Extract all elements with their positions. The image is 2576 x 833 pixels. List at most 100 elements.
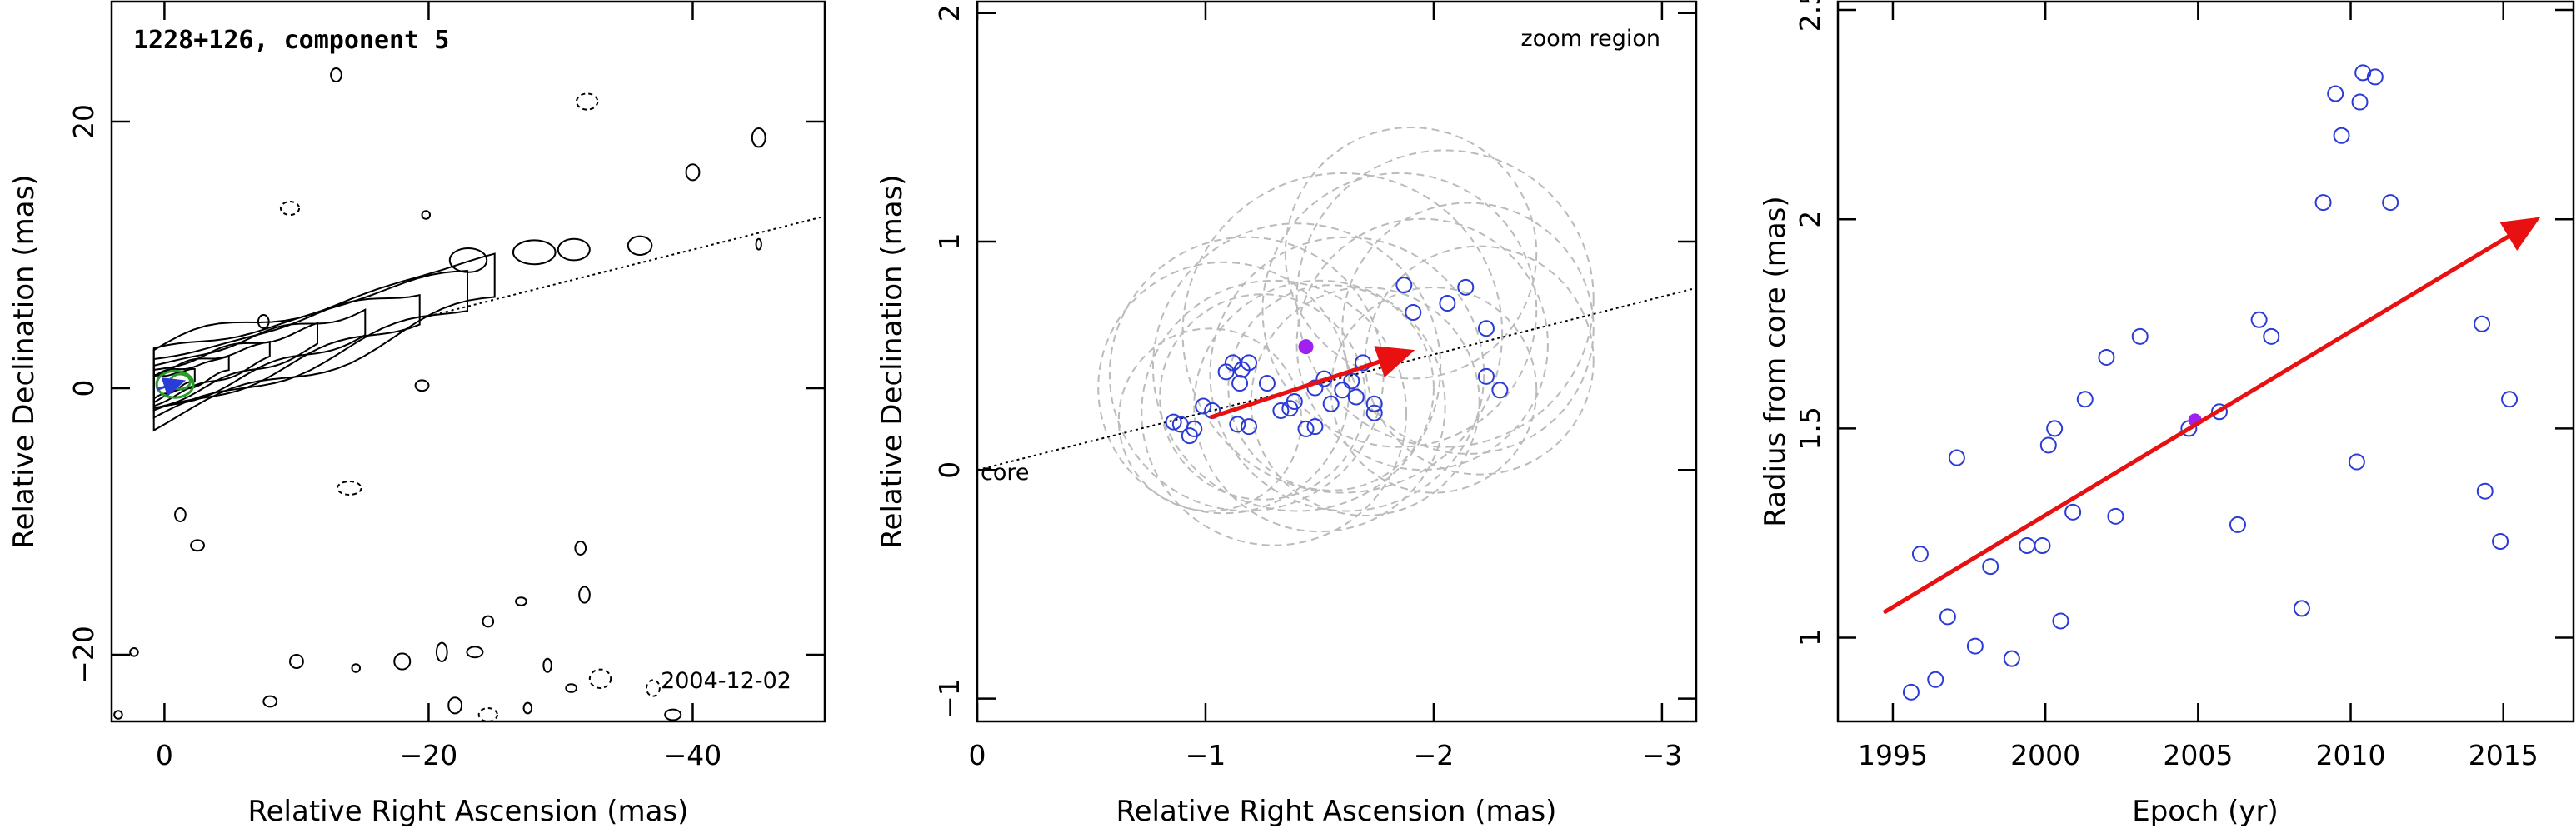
noise-contour — [262, 695, 278, 708]
jet-knot-contour — [512, 239, 557, 266]
noise-contour — [337, 481, 362, 496]
radius-data-points — [1902, 64, 2519, 701]
position-marker — [1477, 367, 1495, 385]
contour-axis-ticks: 0 −20 −40 −20 0 20 — [67, 2, 825, 771]
noise-contour — [646, 679, 661, 697]
radius-axis-ticks: 1995 2000 2005 2010 2015 1 1.5 2 2.5 — [1794, 0, 2574, 771]
zoom-region-label: zoom region — [1521, 26, 1660, 52]
jet-contour-level — [152, 270, 468, 420]
jet-contour-level — [152, 322, 318, 409]
radius-data-point — [2351, 93, 2369, 111]
radius-data-point — [1902, 683, 1920, 701]
jet-contour-level — [152, 308, 367, 410]
model-component-ellipse — [155, 369, 195, 399]
zoom-y-axis-title: Relative Declination (mas) — [876, 174, 909, 548]
noise-contour — [87, 326, 111, 339]
radius-data-point — [2131, 327, 2149, 345]
zoom-jet-axis-line — [977, 287, 1696, 471]
position-marker — [1322, 395, 1340, 412]
radius-data-point — [1911, 546, 1929, 563]
position-marker — [1395, 277, 1413, 294]
contour-map-title: 1228+126, component 5 — [133, 26, 449, 55]
noise-contour — [330, 67, 342, 82]
noise-contour — [477, 707, 498, 721]
position-marker — [1306, 379, 1324, 397]
noise-contour — [565, 683, 577, 693]
noise-contour — [393, 652, 412, 671]
radius-data-point — [2076, 391, 2094, 408]
uncertainty-circle — [1193, 279, 1446, 533]
jet-contours — [152, 235, 653, 432]
position-marker — [1457, 278, 1475, 296]
contour-plot-area — [87, 67, 825, 721]
radius-y-tick-label: 1.5 — [1794, 407, 1826, 450]
radius-fit-arrow — [1882, 217, 2541, 615]
noise-contour — [190, 539, 205, 552]
radius-data-point — [1966, 637, 1984, 655]
radius-data-point — [2052, 612, 2069, 630]
uncertainty-circle — [1117, 327, 1303, 512]
contour-y-tick-label: 20 — [67, 104, 100, 139]
zoom-x-tick-label: −2 — [1414, 739, 1455, 771]
uncertainty-circle — [1284, 127, 1538, 380]
zoom-x-tick-label: −3 — [1642, 739, 1683, 771]
radius-data-point — [2333, 127, 2350, 144]
contour-plot-frame — [110, 0, 826, 723]
zoom-position-markers — [1165, 277, 1509, 445]
position-marker — [1186, 420, 1203, 437]
position-marker — [1491, 382, 1509, 399]
zoom-plot-area — [977, 127, 1696, 546]
component-direction-arrow — [156, 377, 187, 397]
radius-y-tick-label: 2.5 — [1794, 0, 1826, 32]
position-marker — [1286, 393, 1303, 410]
radius-data-point — [2229, 516, 2246, 533]
position-marker — [1272, 402, 1290, 419]
noise-contour — [522, 701, 533, 715]
radius-data-point — [2064, 503, 2082, 521]
jet-knot-contour — [448, 247, 488, 273]
position-marker — [1165, 413, 1182, 431]
radius-y-axis-title: Radius from core (mas) — [1759, 196, 1792, 526]
radius-x-tick-label: 2005 — [2163, 739, 2233, 771]
radius-data-point — [2348, 453, 2365, 471]
radius-data-point — [2314, 194, 2332, 212]
position-marker — [1365, 404, 1383, 421]
noise-contour — [575, 92, 599, 111]
radius-x-tick-label: 2010 — [2316, 739, 2386, 771]
uncertainty-circle — [1341, 202, 1595, 455]
jet-contour-level — [152, 293, 421, 412]
noise-contour — [588, 668, 612, 689]
position-marker — [1241, 354, 1258, 372]
uncertainty-circle — [1250, 287, 1480, 516]
radius-data-point — [2019, 537, 2036, 555]
uncertainty-circle — [1295, 217, 1549, 471]
radius-data-point — [2034, 537, 2051, 555]
noise-contour — [466, 646, 484, 659]
position-marker — [1297, 420, 1315, 437]
zoom-velocity-arrow — [1209, 346, 1415, 420]
zoom-x-tick-label: −1 — [1186, 739, 1226, 771]
position-marker — [1334, 382, 1351, 399]
jet-knot-contour — [627, 235, 653, 256]
noise-contour — [257, 314, 270, 329]
radius-data-point — [2039, 436, 2057, 454]
position-marker — [1439, 295, 1456, 312]
noise-contour — [755, 237, 762, 251]
zoom-y-tick-label: 1 — [933, 233, 966, 251]
contour-x-axis-title: Relative Right Ascension (mas) — [248, 795, 689, 828]
uncertainty-circle — [1141, 279, 1408, 546]
position-marker — [1231, 375, 1249, 392]
position-marker — [1347, 388, 1365, 406]
uncertainty-circle — [1209, 236, 1485, 512]
radius-data-point — [2366, 68, 2384, 86]
radius-data-point — [1927, 671, 1944, 688]
radius-data-point — [2474, 315, 2491, 332]
zoom-uncertainty-circles — [1097, 127, 1595, 546]
radius-x-tick-label: 1995 — [1858, 739, 1928, 771]
radius-x-axis-title: Epoch (yr) — [2132, 795, 2279, 828]
position-marker — [1405, 304, 1422, 322]
radius-data-point — [1982, 558, 1999, 576]
